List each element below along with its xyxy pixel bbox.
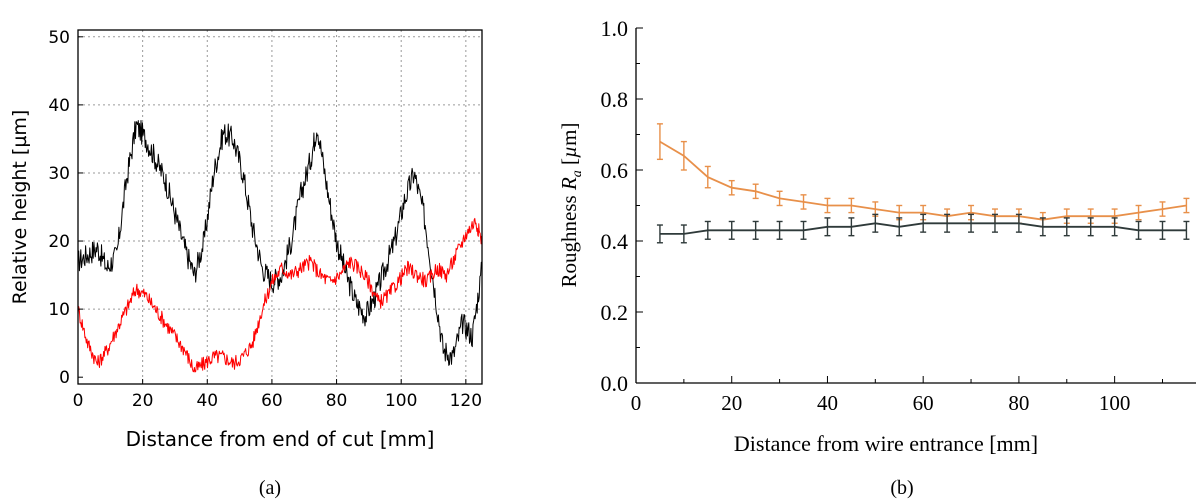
chart-b-ytick-label: 0.0 <box>601 371 629 396</box>
chart-b-series <box>656 123 1190 244</box>
chart-b-ylabel-subscript: a <box>570 170 585 177</box>
chart-b-xtick-label: 40 <box>817 391 838 415</box>
chart-panel-b: 0 20 40 60 80 100 0.0 0.2 0.4 0.6 0.8 1.0 Distance … <box>557 16 1196 499</box>
chart-b-ylabel-symbol: R <box>557 177 581 191</box>
chart-b-errorbar-1 <box>824 197 831 214</box>
chart-a-xtick-label: 20 <box>132 391 154 411</box>
chart-b-errorbar-1 <box>656 123 663 161</box>
chart-a-ytick-label: 30 <box>48 164 70 184</box>
chart-b-errorbar-2 <box>752 220 759 240</box>
chart-b-xtick-label: 80 <box>1008 391 1029 415</box>
chart-b-errorbar-2 <box>680 224 687 244</box>
chart-b-errorbar-2 <box>991 213 998 233</box>
chart-b-ylabel-prefix: Roughness <box>557 190 581 287</box>
chart-b-ytick-label: 1.0 <box>601 16 629 41</box>
chart-a-gridlines <box>78 30 482 384</box>
chart-b-errorbar-2 <box>896 217 903 237</box>
chart-b-xtick-label: 0 <box>631 391 642 415</box>
chart-b-ytick-label: 0.8 <box>601 87 629 112</box>
chart-b-xtick-label: 100 <box>1099 391 1131 415</box>
chart-b-errorbar-2 <box>776 220 783 240</box>
chart-b-errorbar-2 <box>1015 213 1022 233</box>
chart-b-xtick-label: 20 <box>721 391 742 415</box>
chart-b-errorbar-2 <box>968 213 975 233</box>
chart-b-errorbar-2 <box>1159 220 1166 240</box>
chart-b-errorbar-2 <box>1111 217 1118 237</box>
chart-b-errorbar-2 <box>704 220 711 240</box>
chart-b-errorbar-2 <box>872 213 879 233</box>
chart-a-xtick-label: 100 <box>385 391 417 411</box>
chart-a-xtick-label: 80 <box>326 391 348 411</box>
chart-a-series-line-1 <box>77 120 483 366</box>
chart-a-ytick-label: 40 <box>48 96 70 116</box>
panel-a-label: (a) <box>259 477 281 499</box>
chart-b-errorbar-2 <box>920 213 927 233</box>
chart-b-ytick-label: 0.6 <box>601 158 629 183</box>
chart-b-ylabel: Roughness Ra [µm] <box>557 123 585 288</box>
chart-b-errorbar-1 <box>680 140 687 171</box>
chart-b-errorbar-1 <box>776 190 783 207</box>
panel-b-label: (b) <box>890 477 913 499</box>
chart-b-ytick-label: 0.4 <box>601 229 629 254</box>
chart-a-ytick-label: 0 <box>59 368 70 388</box>
chart-b-errorbar-2 <box>656 224 663 244</box>
chart-a-ylabel: Relative height [µm] <box>9 110 31 305</box>
chart-b-ytick-label: 0.2 <box>601 300 629 325</box>
chart-b-errorbar-1 <box>704 165 711 189</box>
chart-b-errorbar-1 <box>848 197 855 214</box>
chart-a-xtick-label: 40 <box>196 391 218 411</box>
chart-a-ytick-label: 50 <box>48 28 70 48</box>
chart-a-xtick-label: 120 <box>450 391 482 411</box>
chart-b-errorbar-2 <box>800 220 807 240</box>
chart-b-errorbar-2 <box>848 217 855 237</box>
chart-a-ytick-label: 10 <box>48 300 70 320</box>
chart-b-errorbar-2 <box>1087 217 1094 237</box>
chart-b-errorbar-2 <box>728 220 735 240</box>
chart-a-ytick-label: 20 <box>48 232 70 252</box>
chart-b-ylabel-suffix: [ <box>557 158 581 170</box>
chart-b-errorbar-2 <box>1039 217 1046 237</box>
chart-a-xlabel: Distance from end of cut [mm] <box>126 427 435 451</box>
chart-b-errorbar-2 <box>1183 220 1190 240</box>
chart-a-series <box>77 120 483 373</box>
chart-b-errorbar-1 <box>1183 197 1190 214</box>
chart-panel-a: 0 20 40 60 80 100 120 0 10 20 30 40 50 Distance from… <box>9 28 483 499</box>
chart-b-xlabel: Distance from wire entrance [mm] <box>734 431 1038 456</box>
chart-b-errorbar-2 <box>1063 217 1070 237</box>
chart-b-ylabel-mu: µ <box>557 146 581 158</box>
chart-b-errorbar-1 <box>728 179 735 196</box>
chart-b-ticks: 0 20 40 60 80 100 0.0 0.2 0.4 0.6 0.8 1.0 <box>601 16 1163 415</box>
chart-a-frame <box>77 29 483 385</box>
chart-a-ticks: 0 20 40 60 80 100 120 0 10 20 30 40 50 <box>48 28 482 411</box>
chart-a-xtick-label: 0 <box>73 391 84 411</box>
chart-b-errorbar-1 <box>1159 201 1166 217</box>
chart-b-ylabel-unit: m] <box>557 123 581 146</box>
chart-b-errorbar-1 <box>1135 204 1142 221</box>
chart-b-errorbar-2 <box>824 217 831 237</box>
chart-b-errorbar-1 <box>752 183 759 200</box>
chart-b-errorbar-2 <box>944 213 951 233</box>
chart-b-errorbar-2 <box>1135 220 1142 240</box>
chart-b-errorbar-1 <box>800 194 807 210</box>
chart-b-xtick-label: 60 <box>913 391 934 415</box>
chart-a-series-line-2 <box>77 217 483 373</box>
chart-a-xtick-label: 60 <box>261 391 283 411</box>
